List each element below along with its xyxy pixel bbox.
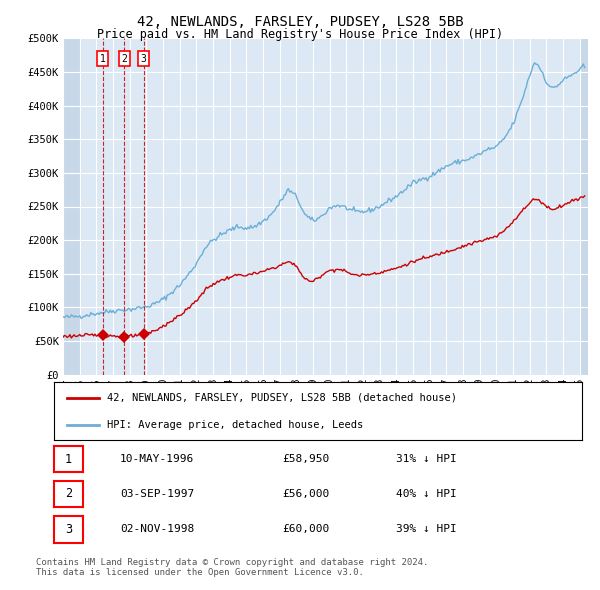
Text: 1: 1 [100,54,106,64]
Text: 31% ↓ HPI: 31% ↓ HPI [396,454,457,464]
Text: 3: 3 [141,54,146,64]
Text: Contains HM Land Registry data © Crown copyright and database right 2024.
This d: Contains HM Land Registry data © Crown c… [36,558,428,577]
Text: 10-MAY-1996: 10-MAY-1996 [120,454,194,464]
Text: £60,000: £60,000 [282,525,329,534]
Text: £56,000: £56,000 [282,489,329,499]
Text: 02-NOV-1998: 02-NOV-1998 [120,525,194,534]
Text: 1: 1 [65,453,72,466]
Text: 2: 2 [65,487,72,500]
Text: 40% ↓ HPI: 40% ↓ HPI [396,489,457,499]
Bar [580,38,588,375]
Text: 42, NEWLANDS, FARSLEY, PUDSEY, LS28 5BB: 42, NEWLANDS, FARSLEY, PUDSEY, LS28 5BB [137,15,463,29]
Text: 2: 2 [121,54,127,64]
Bar [63,38,80,375]
Text: 42, NEWLANDS, FARSLEY, PUDSEY, LS28 5BB (detached house): 42, NEWLANDS, FARSLEY, PUDSEY, LS28 5BB … [107,393,457,403]
Text: 39% ↓ HPI: 39% ↓ HPI [396,525,457,534]
Text: Price paid vs. HM Land Registry's House Price Index (HPI): Price paid vs. HM Land Registry's House … [97,28,503,41]
Text: 03-SEP-1997: 03-SEP-1997 [120,489,194,499]
Text: 3: 3 [65,523,72,536]
Text: HPI: Average price, detached house, Leeds: HPI: Average price, detached house, Leed… [107,420,363,430]
Text: £58,950: £58,950 [282,454,329,464]
